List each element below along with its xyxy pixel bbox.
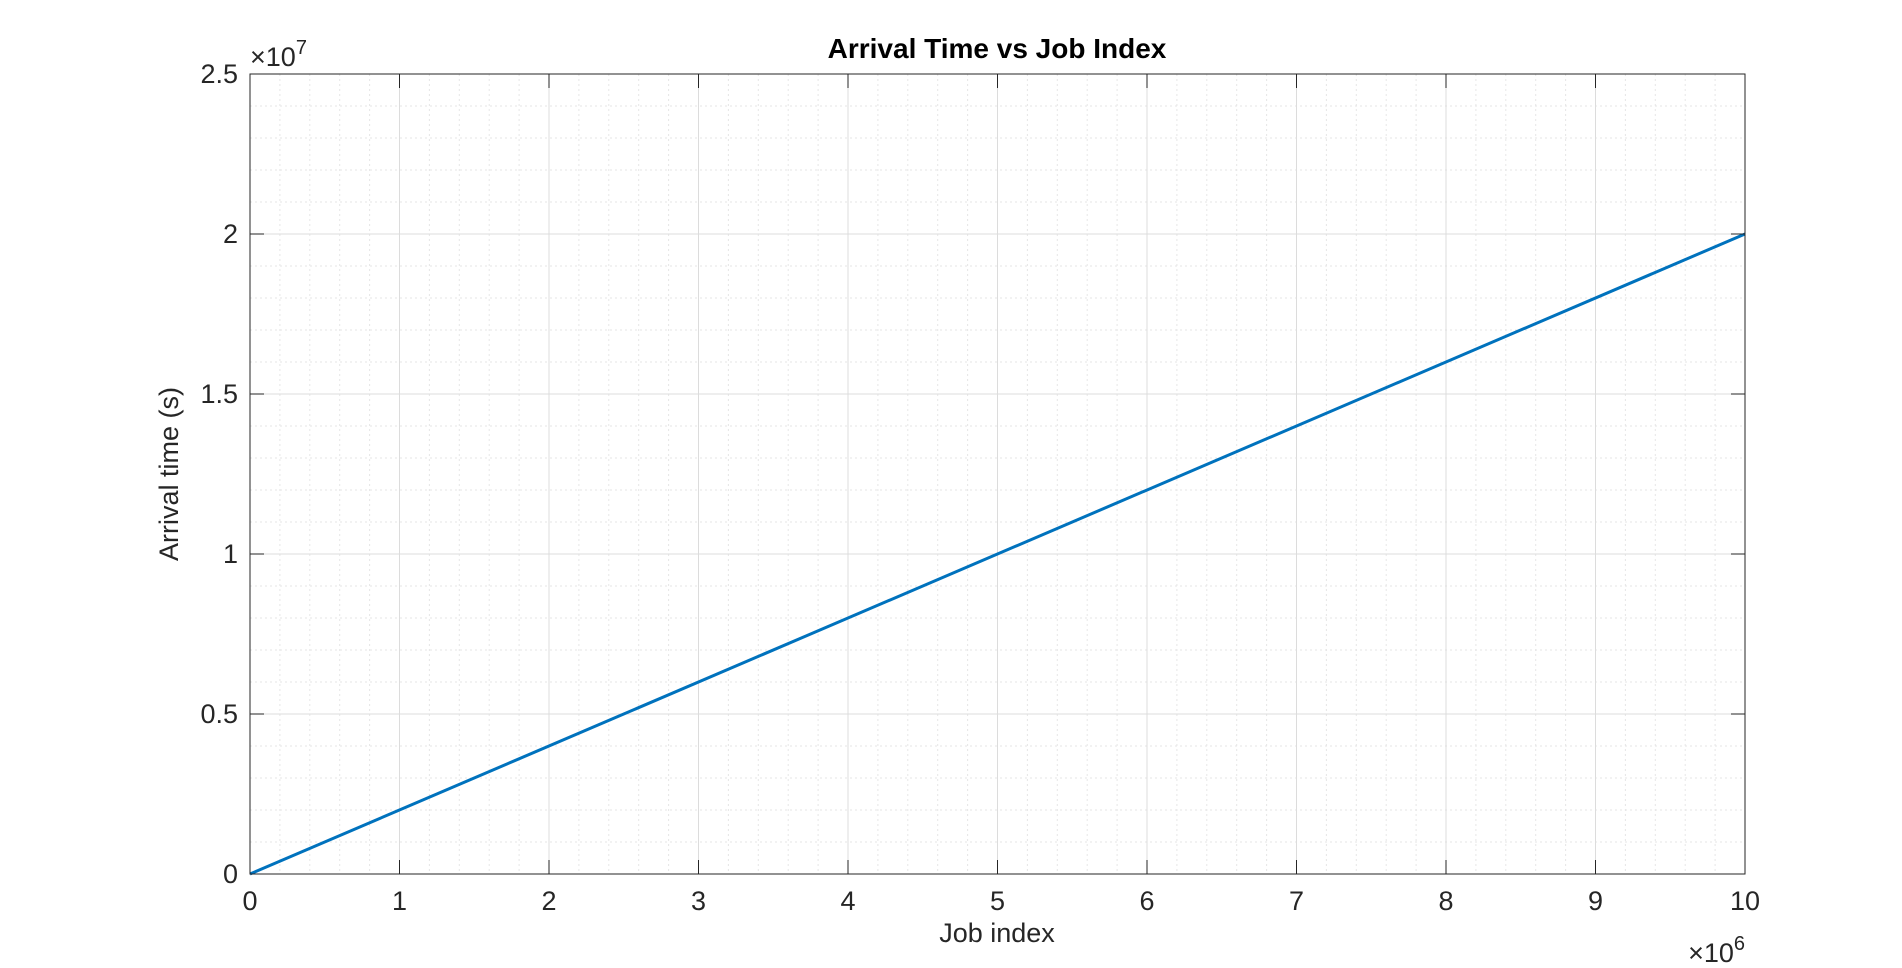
- x-tick-label: 1: [392, 886, 407, 916]
- y-multiplier-exponent: 7: [296, 37, 307, 59]
- x-tick-label: 3: [691, 886, 706, 916]
- x-tick-label: 6: [1139, 886, 1154, 916]
- minor-grid: [250, 74, 1745, 874]
- x-tick-label: 8: [1438, 886, 1453, 916]
- x-multiplier-base: ×10: [1688, 938, 1734, 968]
- y-tick-label: 0.5: [200, 699, 238, 729]
- y-tick-label: 1.5: [200, 379, 238, 409]
- y-tick-label: 2.5: [200, 59, 238, 89]
- x-tick-label: 0: [242, 886, 257, 916]
- x-tick-label: 10: [1730, 886, 1760, 916]
- y-multiplier-base: ×10: [250, 42, 296, 72]
- y-multiplier: ×107: [250, 37, 307, 72]
- x-multiplier-exponent: 6: [1734, 933, 1745, 955]
- y-axis-label: Arrival time (s): [154, 387, 184, 561]
- x-multiplier: ×106: [1688, 933, 1745, 968]
- x-tick-labels: 0 1 2 3 4 5 6 7 8 9 10: [242, 886, 1760, 916]
- tick-marks: [249, 73, 1746, 875]
- x-tick-label: 4: [840, 886, 855, 916]
- chart-title: Arrival Time vs Job Index: [828, 33, 1167, 64]
- x-tick-label: 9: [1588, 886, 1603, 916]
- series-line: [249, 232, 1746, 876]
- x-tick-label: 7: [1289, 886, 1304, 916]
- y-tick-label: 1: [223, 539, 238, 569]
- y-tick-label: 2: [223, 219, 238, 249]
- x-axis-label: Job index: [939, 918, 1055, 948]
- series-layer: [249, 232, 1746, 876]
- y-tick-label: 0: [223, 859, 238, 889]
- x-tick-label: 5: [990, 886, 1005, 916]
- x-tick-label: 2: [541, 886, 556, 916]
- y-tick-labels: 0 0.5 1 1.5 2 2.5: [200, 59, 238, 889]
